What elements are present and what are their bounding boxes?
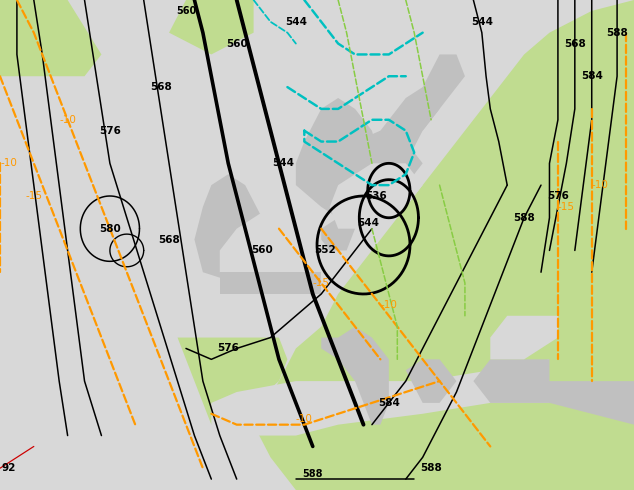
Text: 560: 560 (176, 6, 196, 16)
Text: 584: 584 (378, 398, 400, 408)
Polygon shape (220, 207, 321, 272)
Text: -10: -10 (380, 300, 398, 310)
Text: 576: 576 (99, 125, 121, 136)
Polygon shape (254, 0, 634, 490)
Polygon shape (321, 327, 389, 425)
Text: -10: -10 (592, 180, 609, 190)
Text: 588: 588 (514, 213, 535, 223)
Text: 536: 536 (365, 191, 387, 201)
Text: -10: -10 (59, 115, 76, 125)
Text: 92: 92 (1, 463, 16, 473)
Text: 584: 584 (581, 71, 603, 81)
Text: 544: 544 (357, 218, 378, 228)
Polygon shape (406, 359, 456, 403)
Text: 568: 568 (150, 82, 171, 92)
Text: 552: 552 (314, 245, 336, 255)
Polygon shape (474, 359, 634, 425)
Text: -10: -10 (296, 414, 313, 424)
Text: 576: 576 (217, 343, 239, 353)
Polygon shape (330, 163, 423, 229)
Text: 588: 588 (606, 27, 628, 38)
Text: 588: 588 (420, 463, 442, 473)
Polygon shape (490, 316, 558, 359)
Polygon shape (220, 272, 321, 294)
Polygon shape (321, 218, 355, 250)
Polygon shape (195, 174, 271, 283)
Text: -15: -15 (25, 191, 42, 201)
Text: -10: -10 (0, 158, 17, 169)
Polygon shape (550, 316, 634, 381)
Text: -15: -15 (558, 202, 575, 212)
Polygon shape (0, 0, 101, 76)
Polygon shape (169, 0, 254, 54)
Text: 544: 544 (272, 158, 294, 169)
Text: 576: 576 (547, 191, 569, 201)
Text: 580: 580 (99, 223, 120, 234)
Text: 568: 568 (158, 235, 180, 245)
Text: 560: 560 (226, 39, 247, 49)
Text: 544: 544 (471, 17, 493, 27)
Polygon shape (406, 54, 465, 131)
Text: 568: 568 (564, 39, 586, 49)
Polygon shape (338, 131, 423, 196)
Polygon shape (178, 338, 287, 425)
Polygon shape (363, 87, 439, 185)
Polygon shape (211, 359, 550, 436)
Text: 560: 560 (251, 245, 273, 255)
Text: 588: 588 (302, 468, 323, 479)
Text: -15: -15 (313, 278, 330, 288)
Polygon shape (296, 98, 380, 218)
Text: 544: 544 (285, 17, 307, 27)
